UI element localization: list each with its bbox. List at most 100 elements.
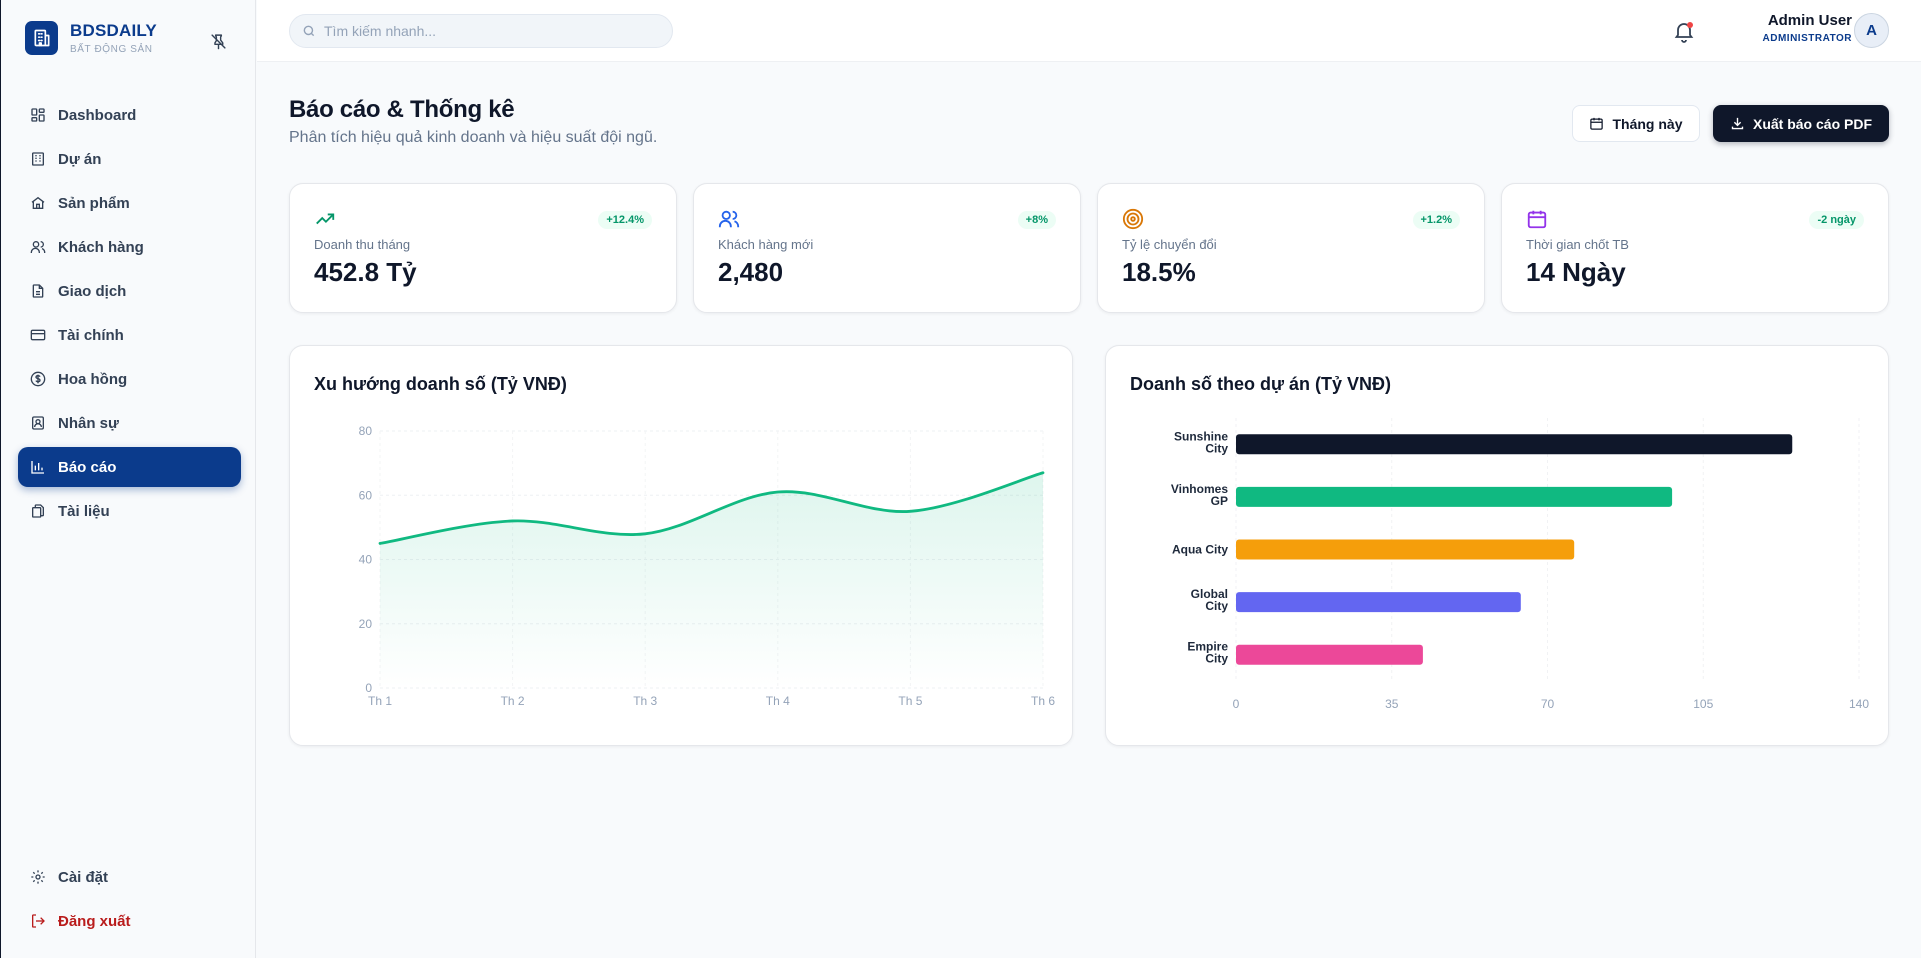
kpi-badge: -2 ngày xyxy=(1809,211,1864,229)
x-tick-label: Th 5 xyxy=(898,694,922,708)
x-tick-label: Th 4 xyxy=(766,694,790,708)
category-label: Vinhomes GP xyxy=(1171,482,1228,508)
kpi-badge: +12.4% xyxy=(598,211,652,229)
category-label: Aqua City xyxy=(1172,543,1228,557)
kpi-card-closing-time: -2 ngày Thời gian chốt TB 14 Ngày xyxy=(1501,183,1889,313)
sidebar-item-label: Tài chính xyxy=(58,326,124,344)
bell-icon xyxy=(1674,23,1694,43)
sales-trend-card: Xu hướng doanh số (Tỷ VNĐ) 0 20 40 60 80 Th 1… xyxy=(289,345,1073,746)
page-title: Báo cáo & Thống kê xyxy=(289,96,515,123)
kpi-value: 2,480 xyxy=(718,257,784,287)
x-tick-label: 35 xyxy=(1385,697,1399,711)
y-tick-label: 20 xyxy=(359,617,373,631)
kpi-badge: +8% xyxy=(1017,211,1056,229)
kpi-label: Khách hàng mới xyxy=(718,237,814,252)
search-input[interactable] xyxy=(324,23,654,39)
project-sales-card: Doanh số theo dự án (Tỷ VNĐ) 0 35 70 105 140… xyxy=(1105,345,1889,746)
x-tick-label: Th 6 xyxy=(1031,694,1055,708)
home-icon xyxy=(31,196,45,209)
target-icon xyxy=(1122,208,1144,230)
pin-off-icon xyxy=(210,33,226,49)
calendar-icon xyxy=(1527,210,1547,229)
sidebar-item-documents[interactable]: Tài liệu xyxy=(18,491,241,531)
sidebar-item-projects[interactable]: Dự án xyxy=(18,139,241,179)
documents-icon xyxy=(32,504,44,518)
brand[interactable]: BDSDAILY BẤT ĐỘNG SẢN xyxy=(25,21,157,55)
sidebar-item-label: Nhân sự xyxy=(58,414,119,432)
grid-icon xyxy=(31,108,45,122)
users-icon xyxy=(30,241,46,253)
user-role: ADMINISTRATOR xyxy=(1762,33,1852,44)
bar xyxy=(1236,539,1575,560)
kpi-value: 14 Ngày xyxy=(1526,257,1626,287)
brand-subtitle: BẤT ĐỘNG SẢN xyxy=(70,44,153,55)
sidebar-item-commission[interactable]: Hoa hồng xyxy=(18,359,241,399)
sidebar-item-label: Cài đặt xyxy=(58,868,109,886)
export-pdf-button[interactable]: Xuất báo cáo PDF xyxy=(1713,105,1889,142)
building-logo-icon xyxy=(25,21,58,55)
sidebar-item-customers[interactable]: Khách hàng xyxy=(18,227,241,267)
sidebar-item-settings[interactable]: Cài đặt xyxy=(18,857,241,897)
sales-trend-chart: 0 20 40 60 80 Th 1 Th 2 Th 3 Th 4 Th 5 Th 6 xyxy=(359,424,1056,708)
bar-chart-icon xyxy=(31,461,44,474)
id-badge-icon xyxy=(32,416,44,430)
sales-trend-line xyxy=(378,471,1045,545)
kpi-value: 452.8 Tỷ xyxy=(314,257,417,287)
kpi-label: Thời gian chốt TB xyxy=(1526,237,1629,252)
sidebar-item-hr[interactable]: Nhân sự xyxy=(18,403,241,443)
sales-area-fill xyxy=(380,472,1043,688)
building-icon xyxy=(32,152,44,166)
unpin-sidebar-button[interactable] xyxy=(207,30,229,52)
kpi-label: Doanh thu tháng xyxy=(314,237,411,252)
sidebar-item-label: Hoa hồng xyxy=(58,370,128,388)
kpi-card-conversion: +1.2% Tỷ lệ chuyển đổi 18.5% xyxy=(1097,183,1485,313)
x-tick-label: 0 xyxy=(1233,697,1240,711)
main-nav: Dashboard Dự án Sản phẩm Khách hàng Giao… xyxy=(18,95,241,535)
y-tick-label: 80 xyxy=(359,424,373,438)
export-label: Xuất báo cáo PDF xyxy=(1752,115,1873,132)
period-select-button[interactable]: Tháng này xyxy=(1572,105,1700,142)
search-box[interactable] xyxy=(289,14,673,48)
x-tick-label: 140 xyxy=(1849,697,1869,711)
sidebar-item-label: Khách hàng xyxy=(58,238,144,256)
project-sales-title: Doanh số theo dự án (Tỷ VNĐ) xyxy=(1130,374,1392,394)
notification-dot xyxy=(1687,22,1693,28)
sidebar-item-label: Dự án xyxy=(58,150,102,168)
sidebar-item-transactions[interactable]: Giao dịch xyxy=(18,271,241,311)
sidebar-item-products[interactable]: Sản phẩm xyxy=(18,183,241,223)
bar xyxy=(1236,592,1521,613)
brand-name: BDSDAILY xyxy=(70,21,157,40)
sidebar-item-reports[interactable]: Báo cáo xyxy=(18,447,241,487)
sidebar-item-logout[interactable]: Đăng xuất xyxy=(18,901,241,941)
calendar-icon xyxy=(1590,117,1604,130)
bar xyxy=(1236,486,1673,507)
notifications-button[interactable] xyxy=(1672,19,1696,43)
y-tick-label: 40 xyxy=(359,553,373,567)
sidebar-item-label: Dashboard xyxy=(58,106,137,124)
category-label: Global City xyxy=(1191,587,1229,613)
sidebar-item-label: Sản phẩm xyxy=(58,194,130,212)
y-tick-label: 60 xyxy=(359,488,373,502)
y-tick-label: 0 xyxy=(365,681,372,695)
kpi-badge: +1.2% xyxy=(1412,211,1460,229)
sidebar-item-label: Tài liệu xyxy=(58,502,110,520)
bar xyxy=(1236,644,1423,665)
sidebar-item-dashboard[interactable]: Dashboard xyxy=(18,95,241,135)
sidebar-item-label: Đăng xuất xyxy=(58,912,131,930)
category-label: Sunshine City xyxy=(1174,429,1228,455)
dollar-circle-icon xyxy=(30,371,46,387)
file-icon xyxy=(32,284,44,298)
sidebar-item-finance[interactable]: Tài chính xyxy=(18,315,241,355)
sales-trend-title: Xu hướng doanh số (Tỷ VNĐ) xyxy=(314,374,567,394)
x-tick-label: Th 3 xyxy=(633,694,657,708)
avatar[interactable]: A xyxy=(1854,13,1889,48)
sidebar: BDSDAILY BẤT ĐỘNG SẢN Dashboard Dự án Sả… xyxy=(0,0,256,958)
logout-icon xyxy=(32,914,45,928)
sidebar-bottom: Cài đặt Đăng xuất xyxy=(18,857,241,945)
user-info[interactable]: Admin User ADMINISTRATOR xyxy=(1748,12,1852,44)
kpi-card-revenue: +12.4% Doanh thu tháng 452.8 Tỷ xyxy=(289,183,677,313)
category-label: Empire City xyxy=(1187,640,1228,666)
credit-card-icon xyxy=(30,329,46,341)
download-icon xyxy=(1731,117,1744,130)
project-sales-chart: 0 35 70 105 140 Sunshine City Vinhomes GP Aqua Ci… xyxy=(1171,418,1869,711)
